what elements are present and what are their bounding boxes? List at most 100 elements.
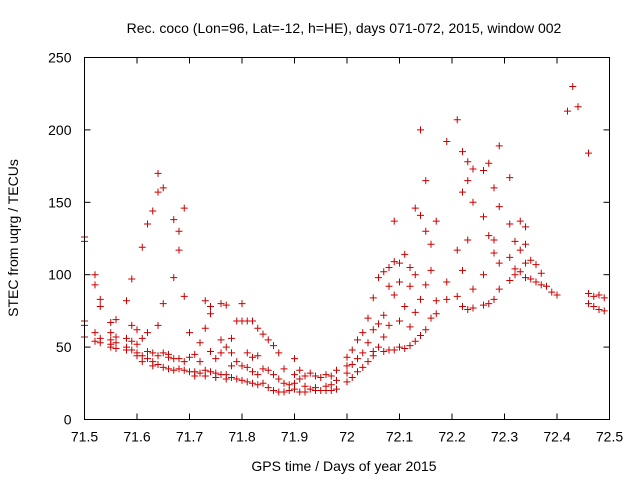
- data-point-marker: [396, 259, 403, 267]
- data-point-marker: [469, 198, 477, 206]
- data-point-marker: [417, 211, 424, 219]
- data-point-marker: [485, 159, 493, 167]
- data-point-marker: [159, 184, 167, 192]
- data-point-marker: [432, 217, 440, 225]
- data-point-marker: [217, 349, 225, 357]
- data-point-marker: [380, 333, 388, 341]
- data-point-marker: [464, 177, 472, 185]
- data-point-marker: [443, 137, 451, 145]
- data-point-marker: [600, 294, 608, 302]
- data-point-marker: [138, 358, 146, 366]
- data-point-marker: [396, 278, 403, 286]
- data-point-marker: [91, 337, 99, 345]
- data-point-marker: [170, 274, 178, 282]
- data-point-marker: [212, 355, 220, 363]
- data-point-marker: [207, 303, 214, 311]
- data-point-marker: [396, 343, 403, 351]
- data-point-marker: [375, 343, 382, 351]
- data-point-marker: [254, 371, 262, 379]
- data-point-marker: [228, 349, 235, 357]
- data-point-marker: [453, 116, 461, 124]
- data-point-marker: [495, 259, 503, 267]
- data-point-marker: [196, 369, 204, 377]
- data-point-marker: [222, 375, 230, 383]
- data-point-marker: [154, 360, 162, 368]
- data-point-marker: [537, 269, 545, 277]
- data-point-marker: [516, 217, 524, 225]
- x-tick-label: 72.5: [596, 429, 623, 445]
- data-point-marker: [532, 278, 540, 286]
- data-point-marker: [96, 303, 104, 311]
- data-point-marker: [443, 278, 451, 286]
- data-point-marker: [159, 349, 167, 357]
- data-point-marker: [175, 355, 183, 363]
- data-point-marker: [354, 336, 361, 344]
- data-point-marker: [390, 346, 398, 354]
- x-tick-label: 71.8: [228, 429, 255, 445]
- data-point-marker: [464, 236, 472, 244]
- data-point-marker: [270, 371, 277, 379]
- data-point-marker: [333, 376, 340, 384]
- data-point-marker: [123, 334, 130, 342]
- data-point-marker: [238, 300, 246, 308]
- data-point-marker: [485, 300, 493, 308]
- data-point-marker: [348, 374, 356, 382]
- data-point-marker: [333, 366, 340, 374]
- data-point-marker: [490, 184, 498, 192]
- data-point-marker: [264, 336, 272, 344]
- data-point-marker: [228, 334, 235, 342]
- data-point-marker: [480, 166, 487, 174]
- data-point-marker: [180, 292, 188, 300]
- data-point-marker: [285, 387, 293, 395]
- data-point-marker: [396, 317, 403, 325]
- data-point-marker: [548, 288, 556, 296]
- data-point-marker: [369, 326, 377, 334]
- data-point-marker: [254, 324, 262, 332]
- data-point-marker: [348, 346, 356, 354]
- data-point-marker: [322, 371, 330, 379]
- data-point-marker: [201, 297, 209, 305]
- data-point-marker: [469, 165, 477, 173]
- data-point-marker: [327, 387, 335, 395]
- data-point-marker: [417, 126, 424, 134]
- plot-frame: [84, 57, 610, 420]
- data-point-marker: [490, 249, 498, 257]
- data-point-marker: [107, 329, 115, 337]
- data-point-marker: [585, 149, 592, 157]
- data-point-marker: [506, 276, 514, 284]
- y-tick-label: 150: [48, 194, 72, 210]
- data-point-marker: [411, 308, 419, 316]
- data-point-marker: [537, 281, 545, 289]
- data-point-marker: [228, 374, 235, 382]
- data-point-marker: [364, 314, 372, 322]
- data-point-marker: [422, 326, 430, 334]
- data-point-marker: [238, 362, 246, 370]
- data-point-marker: [406, 342, 414, 350]
- data-point-marker: [375, 274, 382, 282]
- data-point-marker: [306, 369, 314, 377]
- data-point-marker: [480, 213, 487, 221]
- data-point-marker: [201, 324, 209, 332]
- data-point-marker: [170, 216, 178, 224]
- data-point-marker: [401, 250, 409, 258]
- data-point-marker: [144, 220, 151, 228]
- data-point-marker: [506, 253, 514, 261]
- data-point-marker: [522, 240, 529, 248]
- data-point-marker: [149, 362, 157, 370]
- data-point-marker: [91, 329, 99, 337]
- data-point-marker: [96, 339, 104, 347]
- data-point-marker: [275, 375, 283, 383]
- x-tick-label: 72.2: [438, 429, 465, 445]
- data-point-marker: [243, 363, 251, 371]
- data-point-marker: [165, 365, 172, 373]
- x-tick-label: 71.9: [281, 429, 308, 445]
- data-point-marker: [417, 332, 424, 340]
- data-point-marker: [417, 295, 424, 303]
- data-point-marker: [138, 334, 146, 342]
- chart-title: Rec. coco (Lon=96, Lat=-12, h=HE), days …: [127, 20, 562, 36]
- data-point-marker: [343, 369, 351, 377]
- data-point-marker: [411, 204, 419, 212]
- data-point-marker: [280, 379, 288, 387]
- data-point-marker: [228, 362, 235, 370]
